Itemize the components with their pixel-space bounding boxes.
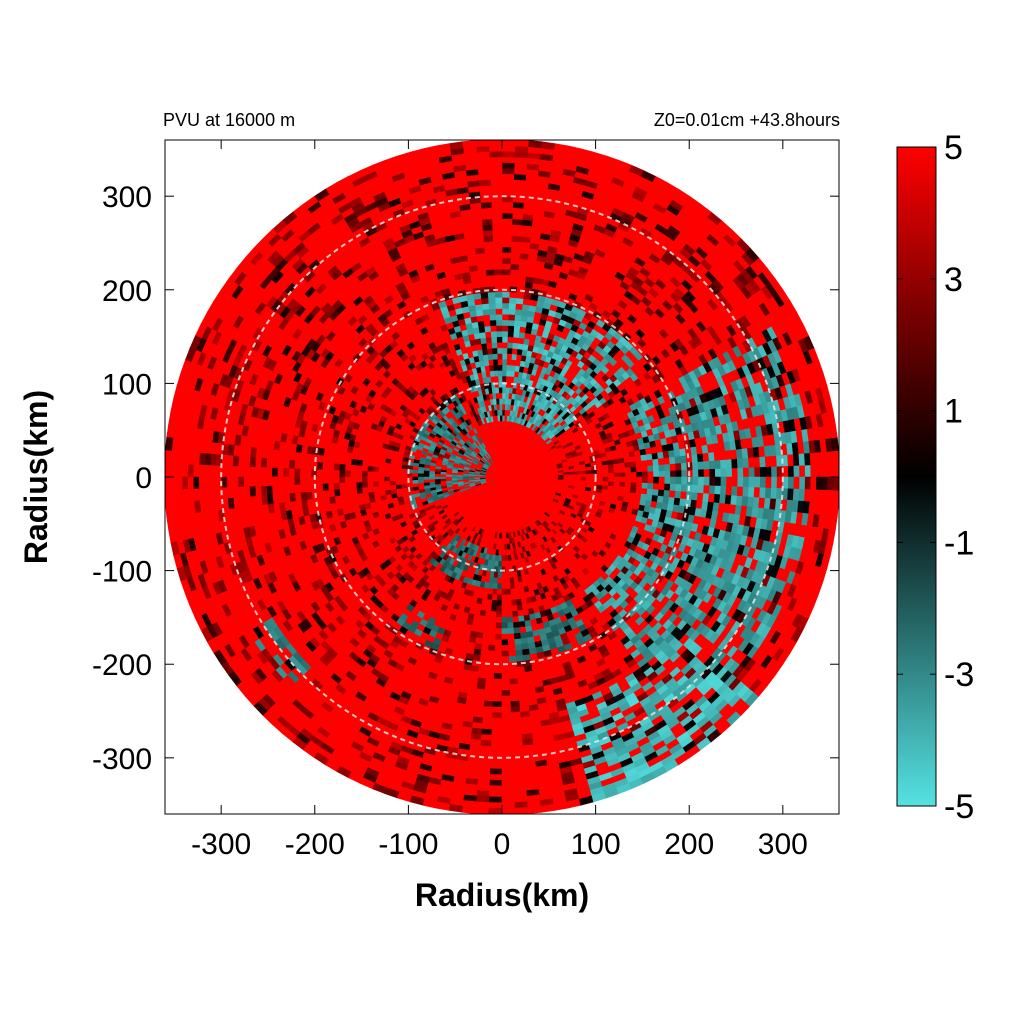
pv-cell — [529, 476, 537, 479]
pv-cell — [507, 476, 515, 478]
pv-cell — [501, 403, 506, 411]
chart-title-right: Z0=0.01cm +43.8hours — [654, 110, 840, 130]
pv-cell — [498, 543, 503, 551]
pv-cell — [540, 476, 548, 480]
pv-cell — [613, 471, 621, 478]
pv-cell — [501, 588, 508, 596]
pv-cell — [613, 476, 621, 483]
pv-cell — [498, 549, 503, 557]
pv-field — [165, 140, 839, 814]
pv-cell — [428, 473, 436, 478]
pv-cell — [496, 588, 503, 596]
pv-cell — [501, 397, 506, 405]
pv-cell — [524, 476, 532, 479]
pv-cell — [422, 473, 430, 478]
chart-title-left: PVU at 16000 m — [163, 110, 295, 130]
pv-cell — [535, 476, 543, 479]
pv-cell — [568, 476, 576, 481]
pv-cell — [546, 476, 554, 480]
pv-cell — [574, 476, 582, 481]
